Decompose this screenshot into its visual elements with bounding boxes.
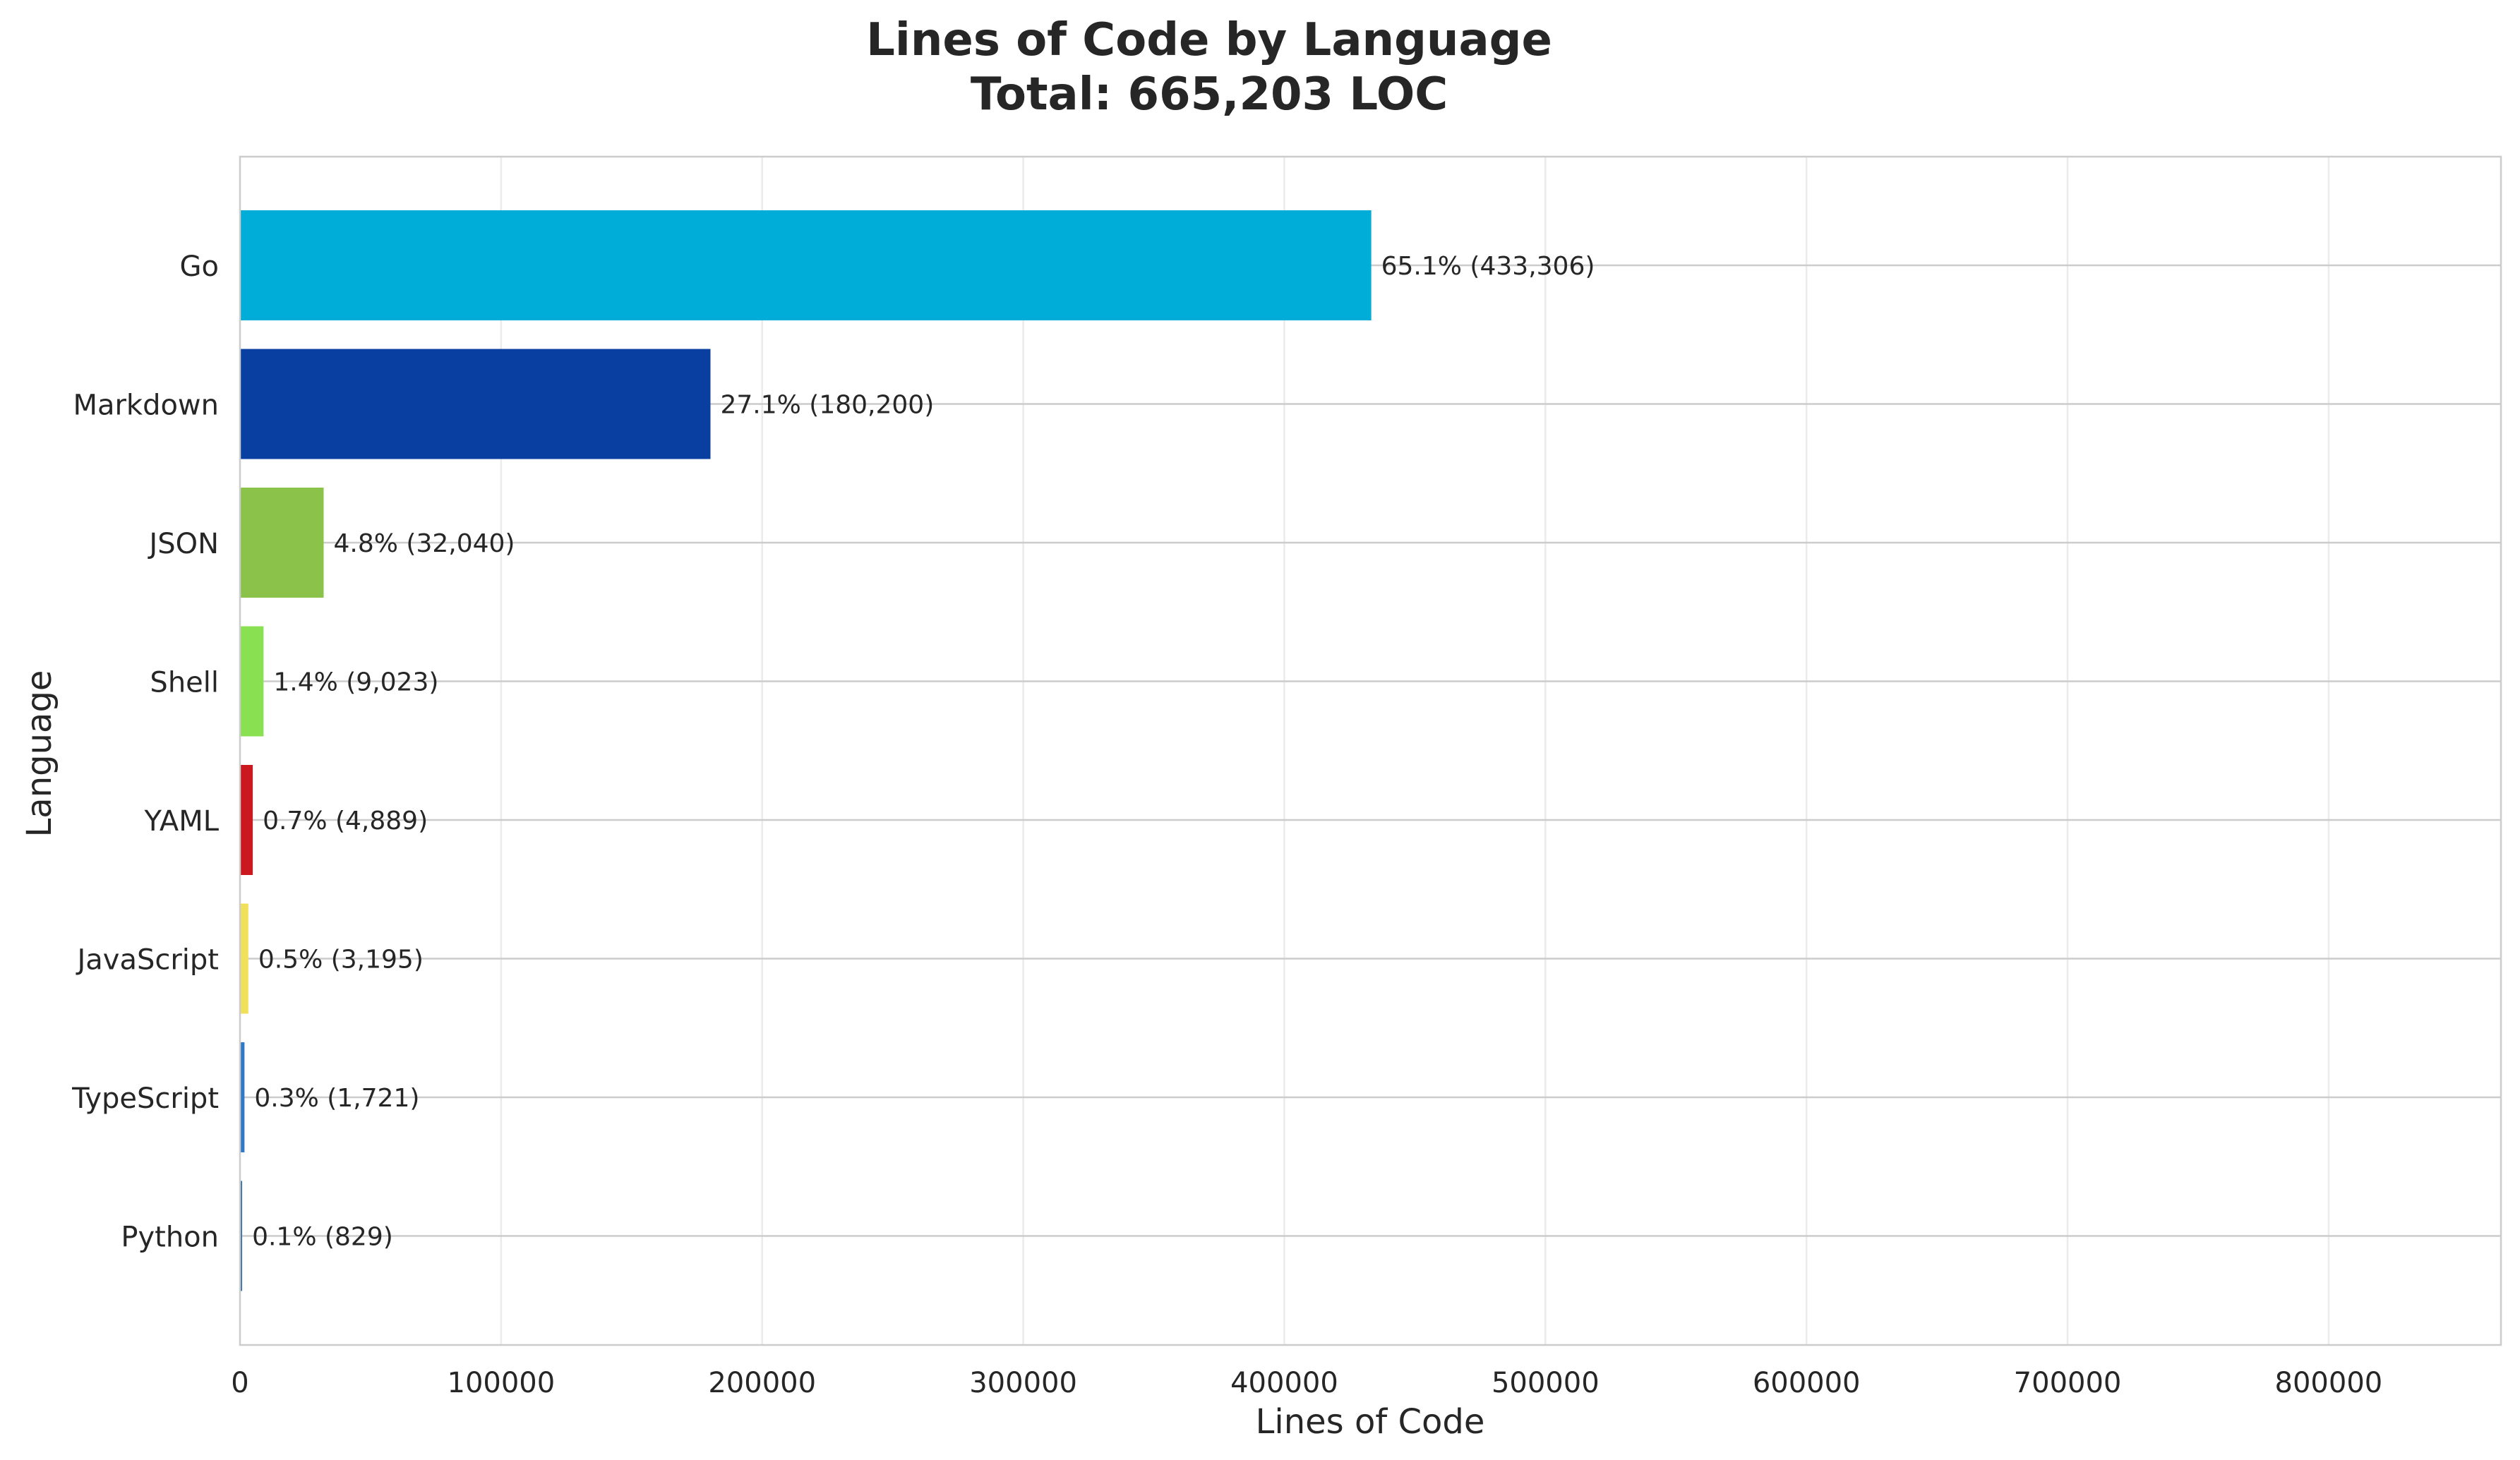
y-tick-label: Shell (150, 667, 219, 699)
chart-subtitle: Total: 665,203 LOC (971, 68, 1448, 121)
bar-shell (240, 626, 264, 737)
y-tick-label: JSON (147, 528, 219, 560)
y-tick-label: Go (180, 251, 219, 283)
bar-layer (240, 210, 1372, 1291)
chart-title: Lines of Code by Language (866, 14, 1552, 66)
x-tick-label: 100000 (448, 1367, 556, 1399)
bar-markdown (240, 349, 711, 459)
x-tick-label: 200000 (708, 1367, 816, 1399)
y-tick-label: TypeScript (71, 1082, 219, 1115)
y-tick-label: YAML (144, 805, 220, 838)
data-label: 0.7% (4,889) (263, 807, 428, 835)
x-axis-label: Lines of Code (1256, 1402, 1485, 1442)
bar-yaml (240, 765, 253, 875)
y-axis-label: Language (20, 670, 59, 838)
y-tick-label: JavaScript (75, 944, 219, 977)
x-tick-label: 600000 (1753, 1367, 1861, 1399)
bar-go (240, 210, 1372, 320)
bar-python (240, 1181, 243, 1291)
x-tick-label: 400000 (1230, 1367, 1338, 1399)
bar-typescript (240, 1042, 245, 1152)
label-layer: 65.1% (433,306) 27.1% (180,200) 4.8% (32,0… (252, 252, 1595, 1252)
tick-layer: 0 100000 200000 300000 400000 500000 600000 700… (71, 251, 2382, 1399)
x-tick-label: 300000 (969, 1367, 1077, 1399)
grid-layer (240, 157, 2501, 1345)
data-label: 27.1% (180,200) (720, 391, 934, 420)
y-tick-label: Markdown (73, 390, 219, 422)
data-label: 0.3% (1,721) (254, 1084, 419, 1113)
x-tick-label: 800000 (2275, 1367, 2383, 1399)
y-tick-label: Python (121, 1221, 219, 1254)
data-label: 0.1% (829) (252, 1223, 393, 1252)
data-label: 65.1% (433,306) (1381, 252, 1595, 281)
x-tick-label: 500000 (1492, 1367, 1600, 1399)
bar-json (240, 488, 324, 598)
plot-frame (239, 155, 2502, 1346)
bar-javascript (240, 903, 248, 1014)
x-tick-label: 700000 (2014, 1367, 2122, 1399)
data-label: 4.8% (32,040) (334, 529, 515, 558)
x-tick-label: 0 (231, 1367, 248, 1399)
data-label: 1.4% (9,023) (273, 668, 438, 697)
data-label: 0.5% (3,195) (258, 946, 424, 975)
